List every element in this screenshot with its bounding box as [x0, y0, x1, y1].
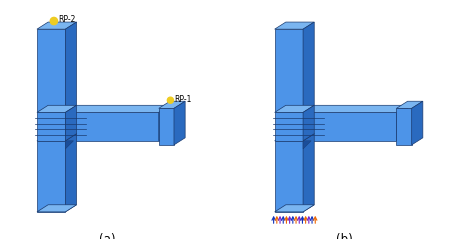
Polygon shape	[412, 101, 423, 145]
Polygon shape	[37, 112, 65, 141]
Polygon shape	[65, 134, 76, 212]
Polygon shape	[37, 141, 65, 212]
Text: (b): (b)	[337, 233, 353, 239]
Polygon shape	[159, 101, 185, 108]
Polygon shape	[274, 112, 303, 141]
Polygon shape	[37, 134, 76, 141]
Polygon shape	[174, 101, 185, 145]
Polygon shape	[303, 22, 314, 112]
Polygon shape	[65, 112, 159, 141]
Polygon shape	[303, 105, 314, 141]
Polygon shape	[274, 134, 314, 141]
Polygon shape	[274, 205, 314, 212]
Polygon shape	[303, 141, 311, 149]
Polygon shape	[396, 105, 408, 141]
Polygon shape	[37, 29, 65, 112]
Polygon shape	[303, 134, 314, 212]
Polygon shape	[37, 205, 76, 212]
Polygon shape	[65, 105, 76, 141]
Text: RP-2: RP-2	[58, 15, 76, 24]
Polygon shape	[159, 108, 174, 145]
Polygon shape	[303, 112, 396, 141]
Polygon shape	[65, 22, 76, 112]
Polygon shape	[274, 29, 303, 112]
Text: RP-1: RP-1	[174, 95, 191, 104]
Polygon shape	[65, 105, 170, 112]
Polygon shape	[274, 105, 314, 112]
Polygon shape	[65, 141, 73, 149]
Polygon shape	[37, 22, 76, 29]
Polygon shape	[396, 108, 412, 145]
Polygon shape	[274, 22, 314, 29]
Polygon shape	[159, 105, 170, 141]
Circle shape	[50, 17, 57, 25]
Polygon shape	[303, 105, 408, 112]
Polygon shape	[396, 101, 423, 108]
Text: (a): (a)	[99, 233, 115, 239]
Polygon shape	[37, 105, 76, 112]
Circle shape	[167, 97, 173, 103]
Polygon shape	[274, 141, 303, 212]
